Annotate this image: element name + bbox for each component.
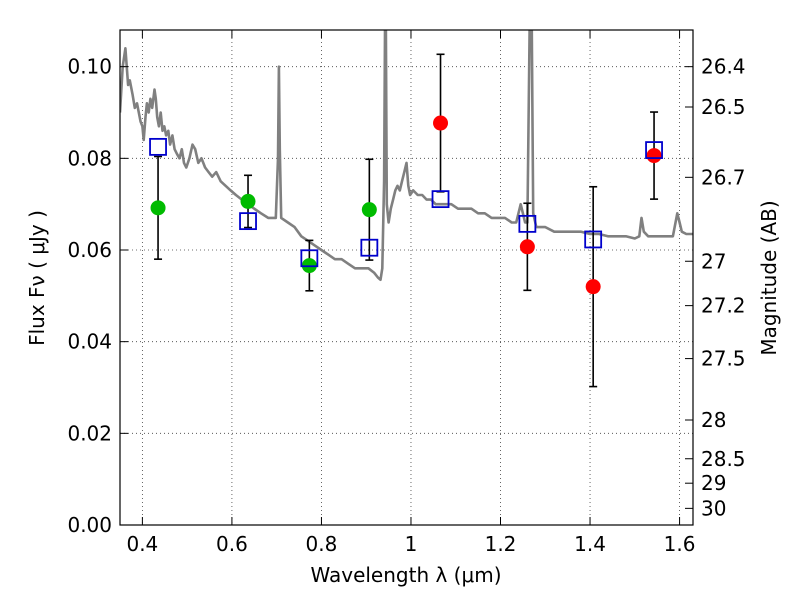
- y2-tick-label: 26.7: [701, 165, 746, 189]
- x-tick-label: 0.8: [306, 532, 338, 556]
- spectrum-layer: [120, 30, 693, 282]
- observed-flux-point: [240, 193, 256, 209]
- model-flux-square: [239, 212, 257, 231]
- y2-axis-label: Magnitude (AB): [757, 200, 781, 355]
- model-flux-square: [645, 141, 663, 159]
- plot-frame: [119, 29, 694, 526]
- model-flux-square: [518, 214, 537, 233]
- y-tick-label: 0.02: [67, 421, 112, 445]
- y2-tick-label: 27.2: [701, 294, 746, 318]
- model-spectrum-line: [120, 30, 693, 282]
- y-tick-label: 0.08: [67, 146, 112, 170]
- marker-layer: [149, 115, 663, 295]
- x-axis-label: Wavelength λ (μm): [310, 563, 501, 587]
- model-flux-square: [360, 238, 379, 257]
- y-tick-label: 0.04: [67, 330, 112, 354]
- y2-tick-label: 28.5: [701, 447, 746, 471]
- observed-flux-point: [361, 202, 377, 218]
- y2-tick-label: 27: [701, 249, 726, 273]
- observed-flux-point: [433, 115, 449, 131]
- tick-layer: 0.4 0.6 0.8 1 1.2 1.4 1.6 0.00 0.02 0.04 0.06 0.08 0…: [67, 30, 746, 556]
- y2-tick-label: 30: [701, 496, 726, 520]
- x-tick-label: 1: [405, 532, 418, 556]
- y-tick-label: 0.10: [67, 55, 112, 79]
- y2-tick-label: 28: [701, 408, 726, 432]
- y2-tick-label: 26.5: [701, 95, 746, 119]
- model-flux-square: [300, 249, 319, 268]
- y2-tick-label: 27.5: [701, 347, 746, 371]
- errorbar-layer: [154, 53, 659, 388]
- x-tick-label: 0.4: [126, 532, 158, 556]
- grid-layer: [120, 30, 693, 526]
- x-tick-label: 1.6: [664, 532, 696, 556]
- y2-tick-label: 29: [701, 471, 726, 495]
- y-tick-label: 0.00: [67, 513, 112, 537]
- observed-flux-point: [585, 279, 601, 295]
- x-tick-label: 1.4: [574, 532, 606, 556]
- x-tick-label: 1.2: [485, 532, 517, 556]
- y2-tick-label: 26.4: [701, 55, 746, 79]
- observed-flux-point: [646, 148, 662, 164]
- model-flux-square: [431, 190, 450, 209]
- model-flux-square: [149, 137, 167, 156]
- y-tick-label: 0.06: [67, 238, 112, 262]
- y-axis-label: Flux Fν ( μJy ): [25, 210, 49, 346]
- observed-flux-point: [150, 200, 166, 216]
- x-tick-label: 0.6: [216, 532, 248, 556]
- model-flux-square: [584, 230, 603, 249]
- observed-flux-point: [519, 239, 535, 255]
